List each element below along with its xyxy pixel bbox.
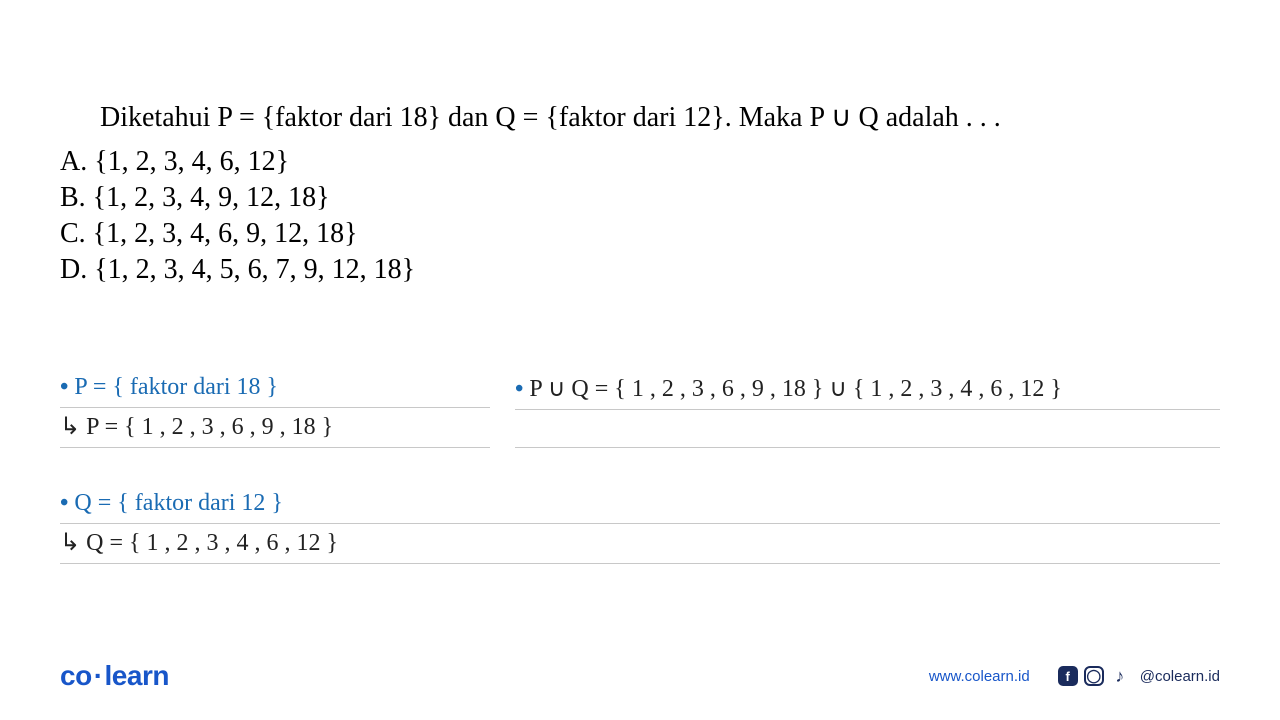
option-a: A. {1, 2, 3, 4, 6, 12} [60,146,1220,178]
logo-pre: co [60,660,92,691]
tiktok-icon: ♪ [1110,666,1130,686]
handwritten-work: • P = { faktor dari 18 } ↳ P = { 1 , 2 ,… [60,370,1220,564]
option-b: B. {1, 2, 3, 4, 9, 12, 18} [60,182,1220,214]
logo-dot: · [92,660,105,691]
q-expansion: ↳ Q = { 1 , 2 , 3 , 4 , 6 , 12 } [60,524,1220,564]
option-d: D. {1, 2, 3, 4, 5, 6, 7, 9, 12, 18} [60,254,1220,286]
union-line: • P ∪ Q = { 1 , 2 , 3 , 6 , 9 , 18 } ∪ {… [515,370,1220,410]
p-def: P = { faktor dari 18 } [74,374,278,400]
facebook-icon: f [1058,666,1078,686]
question-block: Diketahui P = {faktor dari 18} dan Q = {… [60,100,1220,290]
q-definition-line: • Q = { faktor dari 12 } [60,486,1220,524]
bullet-icon: • [60,490,68,516]
social-block: f ◯ ♪ @colearn.id [1058,666,1220,686]
bullet-icon: • [60,374,68,400]
logo-post: learn [105,660,169,691]
option-c: C. {1, 2, 3, 4, 6, 9, 12, 18} [60,218,1220,250]
q-def: Q = { faktor dari 12 } [74,490,283,516]
blank-line [515,410,1220,448]
bullet-icon: • [515,376,523,402]
footer: co·learn www.colearn.id f ◯ ♪ @colearn.i… [60,660,1220,692]
p-expansion: ↳ P = { 1 , 2 , 3 , 6 , 9 , 18 } [60,408,490,448]
question-prompt: Diketahui P = {faktor dari 18} dan Q = {… [100,100,1220,134]
instagram-icon: ◯ [1084,666,1104,686]
union-expr: P ∪ Q = { 1 , 2 , 3 , 6 , 9 , 18 } ∪ { 1… [529,376,1062,402]
p-definition-line: • P = { faktor dari 18 } [60,370,490,408]
social-handle: @colearn.id [1140,668,1220,685]
website-url: www.colearn.id [929,668,1030,685]
brand-logo: co·learn [60,660,169,692]
